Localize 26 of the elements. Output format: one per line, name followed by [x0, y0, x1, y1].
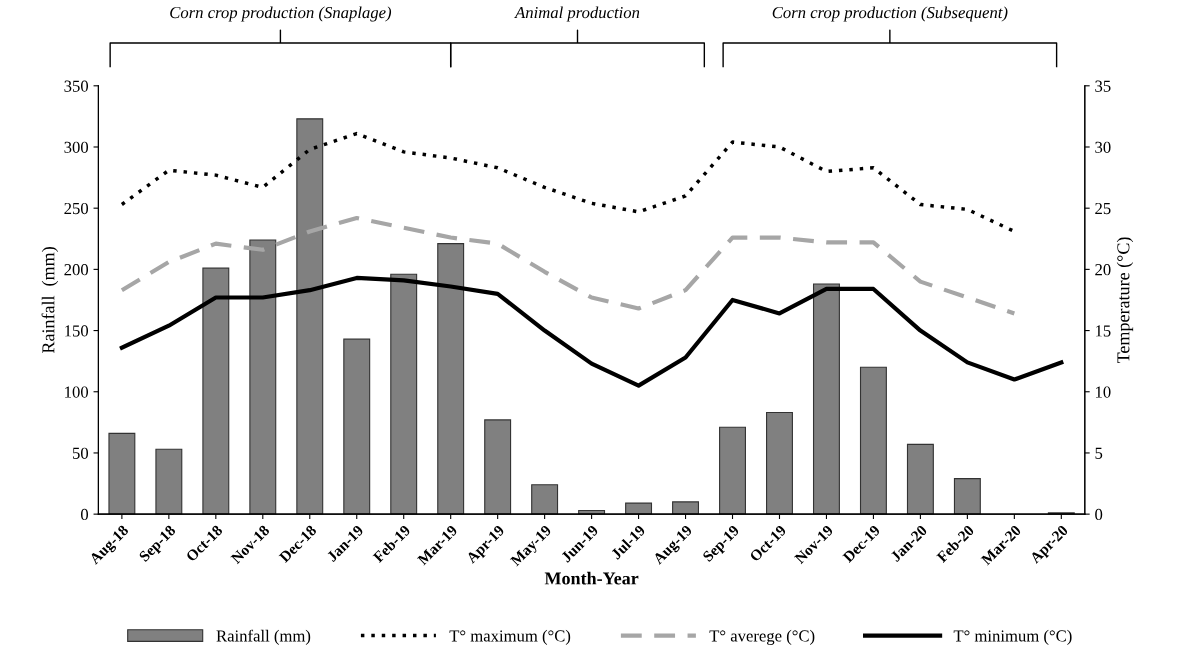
y-tick-label: 150 — [65, 325, 89, 337]
legend-label: T° minimum (°C) — [953, 629, 1072, 645]
legend-label: T° maximum (°C) — [449, 629, 571, 645]
y-tick-label: 200 — [64, 264, 89, 276]
y2-tick-label: 20 — [1095, 264, 1111, 276]
y-axis-title: Rainfall (mm) — [41, 247, 59, 354]
y-tick-label: 50 — [72, 447, 89, 459]
y2-tick-label: 0 — [1095, 508, 1103, 521]
x-axis-title: Month-Year — [544, 571, 639, 585]
y2-tick-label: 10 — [1095, 386, 1111, 398]
text: Corn crop production (Subsequent) — [772, 6, 1008, 22]
text: Animal production — [514, 6, 640, 22]
y-tick-label: 0 — [80, 508, 89, 521]
y2-axis-title: Temperature (°C) — [1116, 237, 1134, 364]
y2-tick-label: 15 — [1095, 325, 1111, 337]
text: Corn crop production (Snaplage) — [170, 6, 392, 22]
y-tick-label: 250 — [64, 202, 89, 215]
legend-label: T° averege (°C) — [709, 629, 815, 645]
y-tick-label: 100 — [65, 386, 89, 398]
legend-label: Rainfall (mm) — [216, 629, 311, 645]
y2-tick-label: 35 — [1095, 80, 1111, 92]
y2-tick-label: 5 — [1095, 447, 1103, 459]
y2-tick-label: 25 — [1095, 202, 1111, 215]
y-tick-label: 300 — [64, 141, 89, 153]
y-tick-label: 350 — [64, 80, 89, 92]
y2-tick-label: 30 — [1095, 141, 1111, 153]
